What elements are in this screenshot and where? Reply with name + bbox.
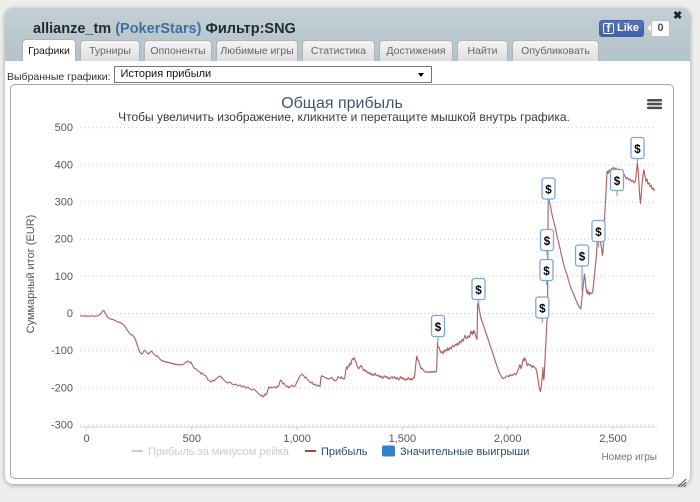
svg-text:$: $ xyxy=(475,285,482,297)
svg-text:-200: -200 xyxy=(51,382,73,394)
svg-text:100: 100 xyxy=(55,271,73,283)
svg-text:0: 0 xyxy=(67,308,73,320)
svg-text:2,000: 2,000 xyxy=(494,433,522,445)
svg-text:200: 200 xyxy=(55,234,73,246)
svg-text:$: $ xyxy=(543,266,550,278)
svg-text:$: $ xyxy=(544,236,551,248)
svg-text:$: $ xyxy=(545,185,552,197)
svg-text:500: 500 xyxy=(183,433,201,445)
svg-text:-300: -300 xyxy=(51,419,73,431)
svg-text:$: $ xyxy=(634,144,641,156)
svg-text:Суммарный итог (EUR): Суммарный итог (EUR) xyxy=(25,215,37,334)
svg-text:1,500: 1,500 xyxy=(389,433,417,445)
svg-text:Номер игры: Номер игры xyxy=(601,452,657,463)
svg-text:$: $ xyxy=(435,322,442,334)
svg-text:$: $ xyxy=(614,176,621,188)
svg-text:500: 500 xyxy=(55,122,73,134)
svg-text:300: 300 xyxy=(55,197,73,209)
svg-text:$: $ xyxy=(539,304,546,316)
svg-text:Прибыль: Прибыль xyxy=(321,446,368,458)
svg-text:1,000: 1,000 xyxy=(283,433,311,445)
svg-text:-100: -100 xyxy=(51,345,73,357)
svg-text:2,500: 2,500 xyxy=(599,433,627,445)
svg-text:$: $ xyxy=(595,227,602,239)
svg-text:400: 400 xyxy=(55,159,73,171)
svg-text:Общая прибыль: Общая прибыль xyxy=(281,95,403,112)
svg-text:$: $ xyxy=(579,252,586,264)
svg-text:Значительные выигрыши: Значительные выигрыши xyxy=(400,446,529,458)
svg-text:Чтобы увеличить изображение, к: Чтобы увеличить изображение, кликните и … xyxy=(118,110,570,124)
svg-text:0: 0 xyxy=(83,433,89,445)
svg-text:Прибыль за минусом рейка: Прибыль за минусом рейка xyxy=(148,446,290,458)
